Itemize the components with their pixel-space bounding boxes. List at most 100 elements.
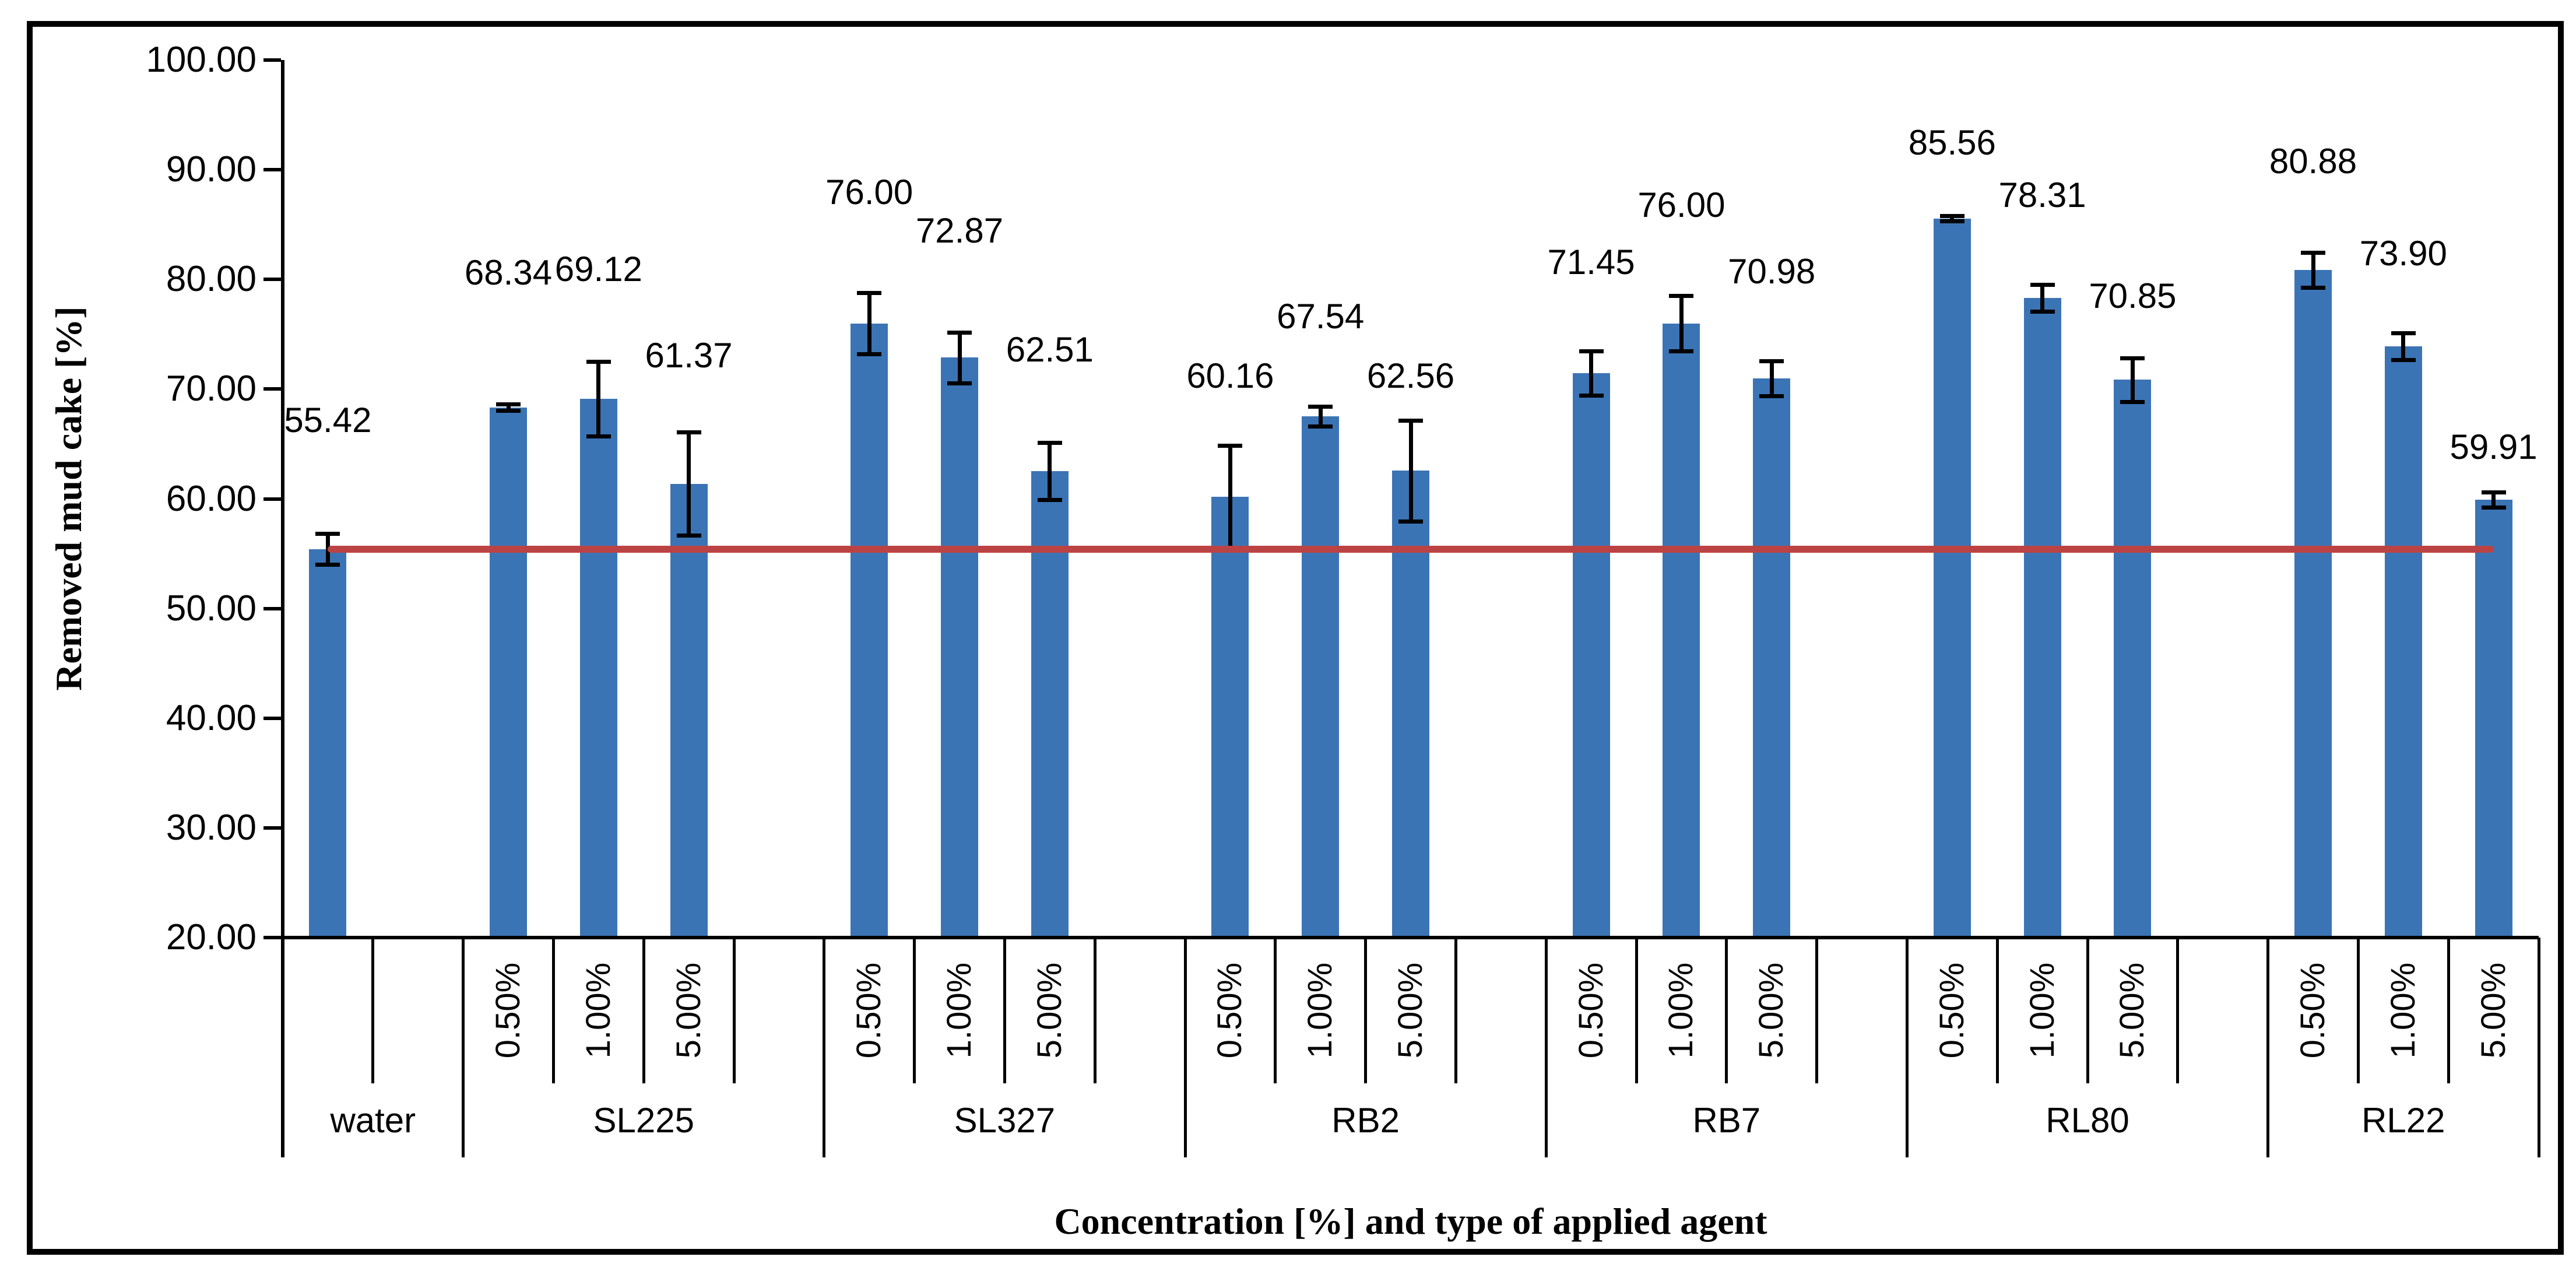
error-bar-cap-top (2481, 490, 2506, 495)
error-bar-line (1228, 445, 1232, 549)
error-bar-cap-bottom (1398, 519, 1423, 524)
y-tick-label: 90.00 (166, 149, 256, 190)
error-bar-cap-top (1037, 441, 1062, 445)
y-tick-mark (263, 606, 281, 610)
data-label: 62.51 (1006, 330, 1094, 369)
error-bar-cap-bottom (315, 562, 340, 567)
error-bar-line (1408, 420, 1413, 521)
bar (670, 483, 708, 938)
error-bar-line (687, 432, 691, 536)
error-bar-line (1950, 215, 1955, 222)
data-label: 62.56 (1366, 356, 1455, 395)
error-bar-cap-top (857, 290, 882, 295)
y-tick-label: 100.00 (146, 40, 256, 80)
x-axis-concentration-label: 0.50% (2294, 962, 2332, 1059)
x-axis-concentration-label: 0.50% (850, 962, 888, 1059)
error-bar-cap-bottom (1759, 394, 1784, 399)
bar (2023, 298, 2061, 938)
error-bar-line (1769, 360, 1774, 396)
cell-separator-line (1274, 938, 1277, 1083)
y-tick-mark (263, 58, 281, 62)
x-axis-concentration-label: 0.50% (1572, 962, 1610, 1059)
bar (309, 549, 347, 938)
bar (2294, 269, 2332, 938)
bar (1302, 416, 1340, 938)
error-bar-cap-bottom (1669, 349, 1694, 353)
x-axis-concentration-label: 1.00% (579, 962, 617, 1059)
cell-separator-line (913, 938, 916, 1083)
y-tick-mark (263, 826, 281, 830)
error-bar-line (957, 332, 962, 383)
bar (579, 398, 617, 938)
cell-separator-line (1003, 938, 1006, 1083)
y-tick-label: 60.00 (166, 478, 256, 519)
error-bar-cap-bottom (1939, 219, 1964, 224)
y-tick-label: 40.00 (166, 697, 256, 738)
data-label: 73.90 (2359, 234, 2447, 273)
y-tick-label: 20.00 (166, 917, 256, 957)
cell-separator-line (1454, 938, 1457, 1083)
x-axis-group-label: SL225 (593, 1100, 694, 1140)
data-label: 70.98 (1728, 252, 1816, 291)
cell-separator-line (371, 938, 375, 1083)
cell-separator-line (1093, 938, 1097, 1083)
cell-separator-line (642, 938, 645, 1083)
group-separator-line (823, 938, 826, 1157)
error-bar-cap-top (1939, 213, 1964, 218)
error-bar-cap-bottom (1308, 424, 1333, 429)
error-bar-line (1679, 296, 1684, 351)
data-label: 71.45 (1547, 243, 1635, 282)
x-axis-group-label: SL327 (954, 1100, 1056, 1140)
bar (851, 323, 888, 938)
x-axis-concentration-label: 1.00% (1301, 962, 1340, 1059)
error-bar-cap-top (496, 402, 521, 406)
bar (2475, 500, 2512, 938)
y-tick-label: 80.00 (166, 259, 256, 300)
x-axis-group-label: RB2 (1331, 1100, 1400, 1140)
data-label: 55.42 (284, 401, 372, 440)
x-axis-group-label: RB7 (1692, 1100, 1761, 1140)
x-axis-concentration-label: 5.00% (1391, 962, 1429, 1059)
reference-line (328, 545, 2494, 553)
bar (1572, 373, 1610, 938)
data-label: 85.56 (1908, 123, 1996, 162)
y-tick-mark (263, 387, 281, 391)
group-separator-line (2266, 938, 2270, 1157)
bar (490, 407, 527, 938)
x-axis-concentration-label: 1.00% (2384, 962, 2422, 1059)
error-bar-cap-top (1759, 359, 1784, 363)
bar (2114, 380, 2152, 938)
cell-separator-line (1725, 938, 1728, 1083)
group-separator-line (1183, 938, 1187, 1157)
error-bar-line (596, 361, 601, 436)
data-label: 72.87 (915, 211, 1004, 250)
error-bar-line (1589, 351, 1594, 395)
x-axis-group-label: water (330, 1100, 416, 1140)
cell-separator-line (2086, 938, 2089, 1083)
error-bar-line (1318, 406, 1323, 426)
error-bar-cap-bottom (857, 352, 882, 357)
error-bar-cap-top (2391, 331, 2416, 336)
x-axis-title: Concentration [%] and type of applied ag… (1054, 1201, 1767, 1242)
bar (941, 357, 978, 938)
cell-separator-line (2176, 938, 2180, 1083)
error-bar-cap-top (1218, 444, 1243, 448)
error-bar-cap-bottom (947, 381, 972, 385)
error-bar-line (506, 403, 511, 411)
x-axis-concentration-label: 1.00% (1662, 962, 1700, 1059)
error-bar-cap-top (947, 331, 972, 335)
y-tick-mark (263, 497, 281, 501)
data-label: 68.34 (464, 253, 553, 292)
group-separator-line (2537, 938, 2540, 1157)
x-axis-concentration-label: 5.00% (2474, 962, 2512, 1059)
x-axis-line (281, 936, 2539, 939)
data-label: 70.85 (2089, 276, 2177, 315)
y-tick-label: 50.00 (166, 588, 256, 629)
data-label: 61.37 (645, 336, 733, 375)
x-axis-concentration-label: 5.00% (1752, 962, 1791, 1059)
data-label: 69.12 (554, 250, 642, 289)
error-bar-cap-top (1669, 294, 1694, 299)
error-bar-cap-top (315, 532, 340, 536)
x-axis-group-label: RL22 (2361, 1100, 2445, 1140)
